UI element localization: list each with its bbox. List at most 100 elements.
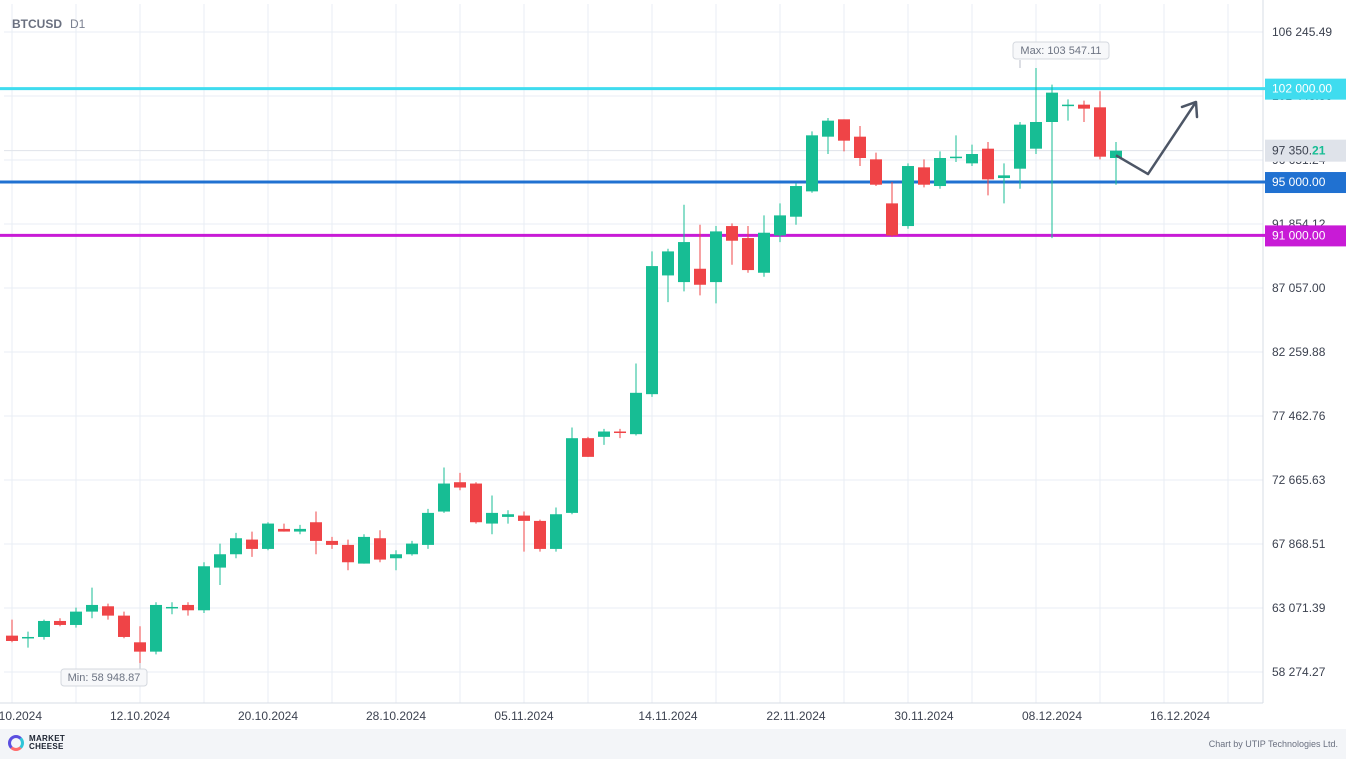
candle <box>166 602 178 615</box>
candle <box>502 510 514 524</box>
candle <box>1046 84 1058 239</box>
candle <box>694 224 706 296</box>
candle-body <box>1094 107 1106 157</box>
candle-body <box>1030 121 1042 149</box>
candle <box>246 531 258 557</box>
candle <box>518 511 530 552</box>
candle <box>1014 121 1026 189</box>
candle-body <box>54 620 66 625</box>
candle-body <box>134 642 146 652</box>
candle <box>38 619 50 640</box>
candle-body <box>230 538 242 555</box>
level-price-text: 95 000.00 <box>1272 175 1326 189</box>
candle-body <box>678 242 690 283</box>
candle <box>886 182 898 237</box>
footer-bar: MARKET CHEESE Chart by UTIP Technologies… <box>0 729 1346 759</box>
level-price-text: 102 000.00 <box>1272 82 1332 96</box>
candle <box>806 131 818 193</box>
candle-body <box>694 268 706 285</box>
logo-icon <box>8 735 24 751</box>
y-tick-label: 77 462.76 <box>1272 409 1326 423</box>
candle-body <box>582 438 594 457</box>
candle-body <box>70 611 82 625</box>
candle <box>6 619 18 643</box>
x-tick-label: 08.12.2024 <box>1022 709 1082 723</box>
candle-body <box>22 636 34 639</box>
x-tick-label: 22.11.2024 <box>766 709 825 723</box>
candle-body <box>662 251 674 276</box>
candle <box>70 607 82 628</box>
candle <box>1094 91 1106 160</box>
min-label: Min: 58 948.87 <box>68 672 141 684</box>
price-chart[interactable]: Max: 103 547.11 Min: 58 948.87 106 245.49… <box>0 0 1346 729</box>
candle-body <box>646 266 658 395</box>
candle <box>742 226 754 273</box>
candle <box>662 248 674 303</box>
candle-body <box>6 635 18 641</box>
candle-body <box>374 538 386 560</box>
max-label-box <box>1012 41 1110 60</box>
candle-body <box>950 156 962 159</box>
candle-body <box>742 238 754 271</box>
candle-body <box>502 514 514 517</box>
candle <box>262 522 274 551</box>
candle-body <box>822 120 834 137</box>
candle <box>118 611 130 639</box>
candle-body <box>310 522 322 541</box>
candle-body <box>598 431 610 437</box>
candle <box>966 144 978 167</box>
current-price-text: 97 350.21 <box>1272 144 1326 158</box>
chart-header: BTCUSD D1 <box>12 17 85 31</box>
candle-body <box>806 135 818 192</box>
candle <box>646 251 658 397</box>
candle <box>998 163 1010 204</box>
candle-body <box>198 566 210 611</box>
candle <box>214 543 226 585</box>
candle <box>182 602 194 616</box>
candle <box>406 540 418 556</box>
candle <box>1062 99 1074 121</box>
candle-body <box>630 392 642 435</box>
x-tick-label: 20.10.2024 <box>238 709 298 723</box>
candle-body <box>566 438 578 513</box>
y-axis: 106 245.49101 448.3696 651.2491 854.1287… <box>1272 25 1332 679</box>
grid <box>0 0 1264 704</box>
candle-body <box>246 539 258 549</box>
candle <box>342 539 354 571</box>
market-cheese-logo[interactable]: MARKET CHEESE <box>8 735 65 751</box>
candle <box>726 223 738 265</box>
candle-body <box>934 158 946 187</box>
chart-credit: Chart by UTIP Technologies Ltd. <box>1208 739 1338 749</box>
candle <box>534 519 546 552</box>
candle <box>22 631 34 648</box>
candle <box>790 183 802 225</box>
candle <box>550 507 562 552</box>
y-tick-label: 72 665.63 <box>1272 473 1326 487</box>
candle <box>86 587 98 619</box>
candle <box>390 550 402 571</box>
candle <box>326 536 338 549</box>
candle-body <box>406 543 418 555</box>
candle <box>102 603 114 620</box>
candle-body <box>294 528 306 532</box>
min-label-box <box>60 668 148 687</box>
x-tick-label: 16.12.2024 <box>1150 709 1210 723</box>
candle-body <box>278 528 290 532</box>
candle-body <box>166 606 178 609</box>
candle-body <box>438 483 450 512</box>
candle <box>758 215 770 277</box>
candle <box>598 428 610 445</box>
candle <box>774 203 786 243</box>
max-label: Max: 103 547.11 <box>1020 45 1101 57</box>
y-tick-label: 87 057.00 <box>1272 281 1326 295</box>
forecast-arrow-head <box>1180 100 1199 119</box>
horizontal-levels[interactable] <box>0 87 1265 237</box>
candle-body <box>790 186 802 217</box>
candle <box>854 125 866 167</box>
candle <box>902 163 914 229</box>
candle-body <box>998 175 1010 179</box>
candle <box>230 532 242 559</box>
candle-body <box>1110 150 1122 159</box>
candle-body <box>102 606 114 616</box>
y-tick-label: 106 245.49 <box>1272 25 1332 39</box>
